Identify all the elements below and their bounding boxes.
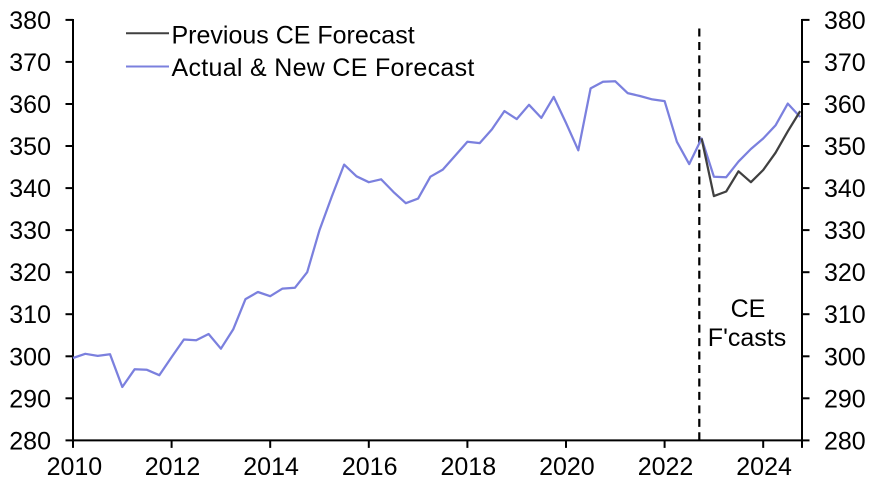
svg-text:330: 330 [824, 217, 866, 245]
svg-text:Actual & New CE Forecast: Actual & New CE Forecast [172, 54, 475, 82]
svg-text:370: 370 [9, 49, 51, 77]
svg-text:360: 360 [9, 91, 51, 119]
svg-text:2020: 2020 [539, 453, 595, 481]
svg-text:310: 310 [9, 301, 51, 329]
svg-text:2024: 2024 [736, 453, 792, 481]
svg-text:300: 300 [824, 343, 866, 371]
svg-text:2018: 2018 [440, 453, 496, 481]
svg-text:320: 320 [9, 259, 51, 287]
svg-text:350: 350 [9, 133, 51, 161]
svg-text:330: 330 [9, 217, 51, 245]
svg-text:300: 300 [9, 343, 51, 371]
svg-text:290: 290 [824, 385, 866, 413]
svg-text:370: 370 [824, 49, 866, 77]
svg-text:CE: CE [731, 295, 766, 323]
svg-text:380: 380 [824, 7, 866, 35]
svg-text:310: 310 [824, 301, 866, 329]
svg-text:320: 320 [824, 259, 866, 287]
svg-text:360: 360 [824, 91, 866, 119]
svg-text:2014: 2014 [243, 453, 299, 481]
svg-text:2016: 2016 [342, 453, 398, 481]
svg-text:F'casts: F'casts [708, 324, 786, 352]
svg-text:290: 290 [9, 385, 51, 413]
svg-text:350: 350 [824, 133, 866, 161]
svg-text:2010: 2010 [47, 453, 103, 481]
svg-text:2012: 2012 [145, 453, 201, 481]
svg-text:280: 280 [824, 427, 866, 455]
svg-text:340: 340 [824, 175, 866, 203]
svg-text:280: 280 [9, 427, 51, 455]
svg-text:Previous CE Forecast: Previous CE Forecast [172, 21, 415, 49]
svg-text:380: 380 [9, 7, 51, 35]
svg-text:2022: 2022 [638, 453, 694, 481]
svg-text:340: 340 [9, 175, 51, 203]
